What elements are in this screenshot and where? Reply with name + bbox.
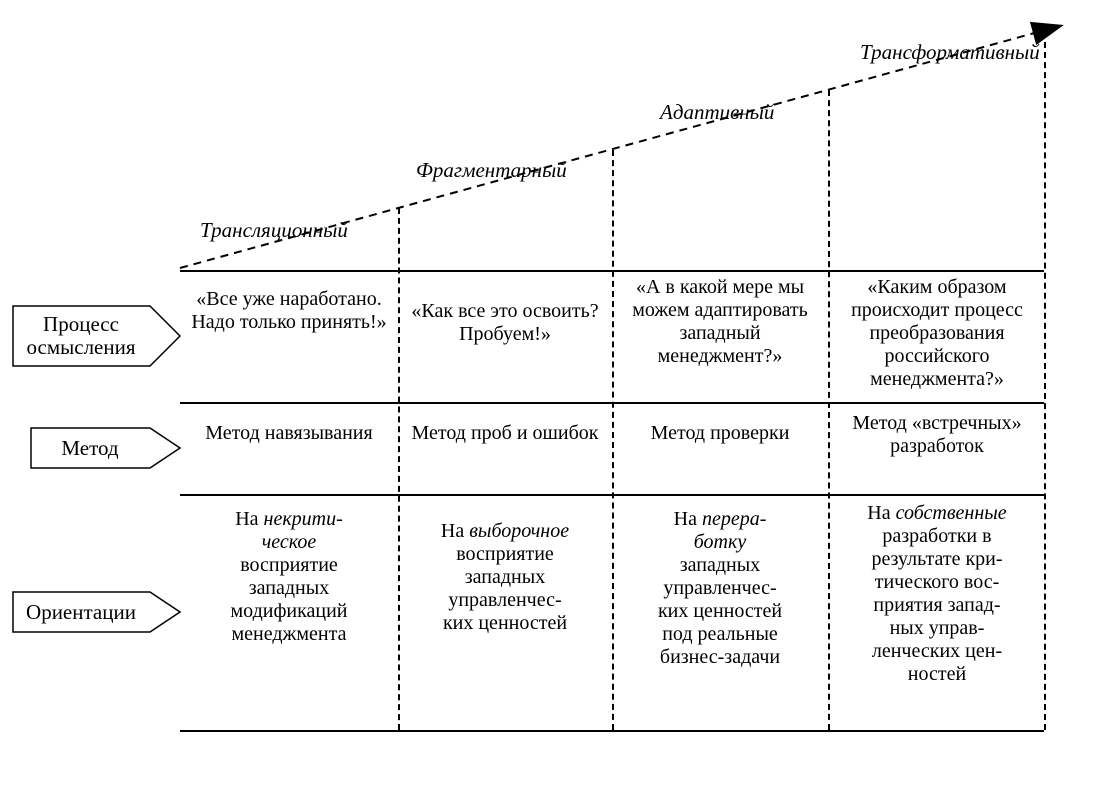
row-line-2 [180,494,1044,496]
cell-method-1: Метод навязывания [186,422,392,445]
row-line-0 [180,270,1044,272]
cell-method-4: Метод «встречных» разработок [834,412,1040,458]
cell-process-1: «Все уже наработано. Надо только принять… [186,288,392,334]
col-divider-1 [398,208,400,730]
cell-orientation-1: На некрити-ческоевосприятиезападныхмодиф… [186,508,392,646]
cell-orientation-2: На выборочноевосприятиезападныхуправленч… [404,520,606,635]
diagram-canvas: Трансляционный Фрагментарный Адаптивный … [0,0,1100,790]
cell-process-3: «А в какой мере мы можем адаптировать за… [618,276,822,368]
col-divider-3 [828,90,830,730]
rowlabel-orientation-text: Ориентации [12,591,150,633]
stage-label-4: Трансформативный [860,40,1040,65]
row-line-3 [180,730,1044,732]
stage-label-1: Трансляционный [200,218,348,243]
stage-label-3: Адаптивный [660,100,774,125]
col-divider-2 [612,150,614,730]
cell-method-3: Метод проверки [618,422,822,445]
row-line-1 [180,402,1044,404]
stage-label-2: Фрагментарный [416,158,567,183]
cell-method-2: Метод проб и ошибок [404,422,606,445]
cell-orientation-3: На перера-боткузападныхуправленчес-ких ц… [618,508,822,669]
rowlabel-method-text: Метод [30,427,150,469]
cell-process-2: «Как все это освоить? Пробуем!» [404,300,606,346]
col-divider-4 [1044,32,1046,730]
cell-process-4: «Каким образом происходит процесс преобр… [834,276,1040,391]
rowlabel-process-text: Процесс осмысления [12,305,150,367]
cell-orientation-4: На собственныеразработки врезультате кри… [834,502,1040,686]
